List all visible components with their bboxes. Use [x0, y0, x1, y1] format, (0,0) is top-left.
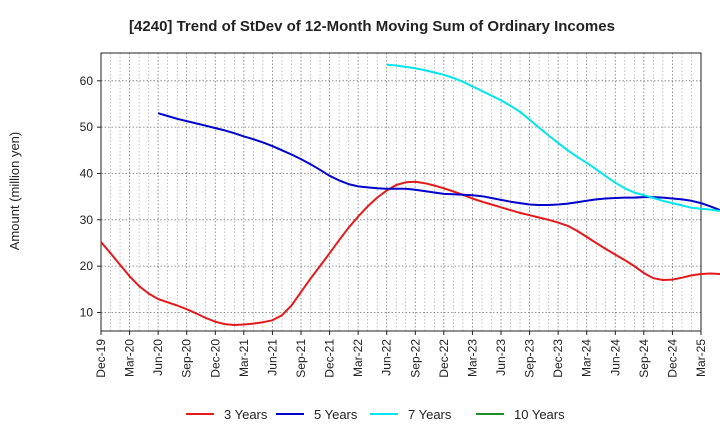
x-tick-label: Sep-21	[294, 339, 308, 378]
x-axis: Dec-19 Mar-20 Jun-20 Sep-20 Dec-20 Mar-21 Jun-…	[94, 331, 708, 378]
x-tick-label: Dec-24	[665, 339, 679, 378]
x-tick-label: Mar-23	[465, 339, 479, 377]
series-line-5-years	[157, 112, 720, 212]
y-tick-label: 60	[80, 74, 94, 88]
x-tick-label: Sep-22	[408, 339, 422, 378]
legend-label: 10 Years	[514, 407, 565, 422]
legend-label: 5 Years	[314, 407, 358, 422]
x-tick-label: Mar-21	[237, 339, 251, 377]
x-tick-label: Mar-25	[694, 339, 708, 377]
x-tick-label: Dec-19	[94, 339, 108, 378]
y-tick-label: 30	[80, 213, 94, 227]
x-tick-label: Jun-21	[265, 339, 279, 376]
x-tick-label: Mar-20	[123, 339, 137, 377]
x-tick-label: Jun-24	[608, 339, 622, 376]
series-line-3-years	[100, 180, 720, 326]
x-tick-label: Sep-24	[637, 339, 651, 378]
x-tick-label: Dec-23	[551, 339, 565, 378]
x-tick-label: Mar-24	[580, 339, 594, 377]
legend: 3 Years 5 Years 7 Years 10 Years	[186, 407, 565, 422]
x-tick-label: Dec-22	[437, 339, 451, 378]
chart-title: [4240] Trend of StDev of 12-Month Moving…	[129, 18, 615, 35]
x-tick-label: Mar-22	[351, 339, 365, 377]
x-tick-label: Sep-23	[523, 339, 537, 378]
series-line-7-years	[386, 63, 720, 212]
series-lines	[100, 63, 720, 326]
legend-label: 7 Years	[408, 407, 452, 422]
y-axis-label: Amount (million yen)	[7, 132, 22, 251]
y-axis: 10 20 30 40 50 60	[80, 74, 101, 319]
x-tick-label: Jun-22	[380, 339, 394, 376]
x-tick-label: Jun-20	[151, 339, 165, 376]
legend-label: 3 Years	[224, 407, 268, 422]
x-tick-label: Sep-20	[180, 339, 194, 378]
x-tick-label: Jun-23	[494, 339, 508, 376]
x-tick-label: Dec-20	[208, 339, 222, 378]
y-tick-label: 40	[80, 166, 94, 180]
y-tick-label: 20	[80, 259, 94, 273]
y-tick-label: 10	[80, 305, 94, 319]
grid	[101, 53, 701, 331]
x-tick-label: Dec-21	[323, 339, 337, 378]
plot-area	[100, 52, 702, 332]
y-tick-label: 50	[80, 120, 94, 134]
